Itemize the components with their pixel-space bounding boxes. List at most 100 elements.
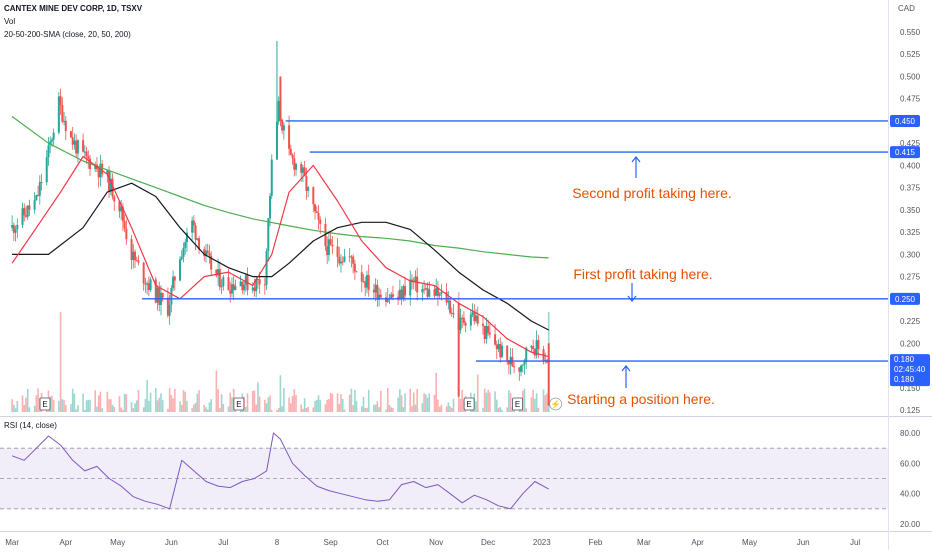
volume-bar [497,407,500,412]
volume-bar [409,388,412,412]
time-tick-label: Jun [797,538,810,547]
candle-body [433,289,436,296]
candle-body [475,315,478,322]
candle-body [144,283,147,285]
candle-body [130,239,133,261]
volume-bar [362,397,365,412]
candle-body [256,279,259,281]
price-tick-label: 0.225 [900,317,921,326]
candle-body [483,325,486,340]
candle-body [149,279,152,290]
volume-bar [437,399,439,412]
candle-body [222,277,225,287]
candle-body [404,286,407,296]
volume-bar [328,399,330,412]
candle-body [469,314,472,326]
candle-body [353,263,356,272]
volume-bar [193,404,195,412]
price-tick-label: 0.475 [900,95,921,104]
volume-bar [258,396,261,412]
volume-bar [544,395,547,412]
level-tag-label: 0.250 [895,295,916,304]
candle-body [234,286,237,291]
volume-bar [324,404,327,412]
candle-body [485,326,488,340]
candle-body [461,317,464,319]
candle-body [533,349,536,356]
volume-bar [109,399,112,412]
volume-bar [373,404,375,412]
volume-bar [120,407,122,412]
candle-body [11,225,14,228]
candle-body [520,365,523,372]
volume-bar [70,404,72,412]
candle-body [481,323,484,326]
price-tick-label: 0.425 [900,139,921,148]
volume-bar [82,393,84,412]
volume-bar [525,408,528,412]
volume-bar [374,404,377,412]
volume-bar [174,388,176,412]
lightning-icon [549,397,563,411]
volume-bar [494,391,496,412]
volume-bar [290,403,292,412]
candle-body [220,286,223,288]
candle-body [449,300,452,313]
candle-body [450,312,453,314]
candle-body [506,345,509,361]
volume-bar [326,399,328,412]
candle-body [135,260,138,262]
candle-body [243,284,246,291]
candle-body [258,279,261,285]
candle-body [317,212,320,220]
sma20-line [11,155,549,358]
time-tick-label: Jul [850,538,860,547]
volume-bar [14,408,17,412]
candle-body [35,194,38,201]
volume-bar [97,395,100,412]
volume-bar [160,393,162,412]
volume-bar [130,402,133,412]
candle-body [265,251,268,285]
candle-body [69,131,72,138]
volume-bar [489,392,491,412]
volume-bar [144,399,147,412]
sma200-line [11,116,549,259]
candle-body [303,167,306,176]
candle-body [362,281,365,283]
candle-body [47,145,50,158]
time-tick-label: Apr [60,538,73,547]
time-tick-label: Dec [481,538,495,547]
volume-bar [220,394,223,412]
candle-body [295,163,297,170]
candle-body [447,300,450,303]
candle-body [50,139,53,142]
volume-bar [404,393,406,412]
volume-bar [170,395,173,412]
volume-bar [336,393,339,412]
sma50-line [12,182,549,331]
volume-bar [433,394,436,412]
volume-bar [414,404,417,412]
volume-bar [51,395,53,412]
candle-body [348,256,351,258]
candle-body [12,225,15,233]
symbol-title: CANTEX MINE DEV CORP, 1D, TSXV [4,4,143,13]
volume-bar [222,403,225,412]
volume-bar [111,404,114,412]
candle-body [267,218,270,252]
time-tick-label: Jun [165,538,178,547]
volume-bar [499,407,502,412]
candle-body [83,151,86,153]
annotation-text: Second profit taking here. [572,185,732,201]
candle-body [120,207,123,212]
volume-bar [182,390,185,412]
volume-bar [399,389,401,412]
volume-bar [203,405,206,412]
candle-body [251,287,254,291]
volume-bar [198,390,200,412]
candle-body [49,141,52,146]
candle-body [28,205,31,210]
volume-bar [476,374,479,412]
